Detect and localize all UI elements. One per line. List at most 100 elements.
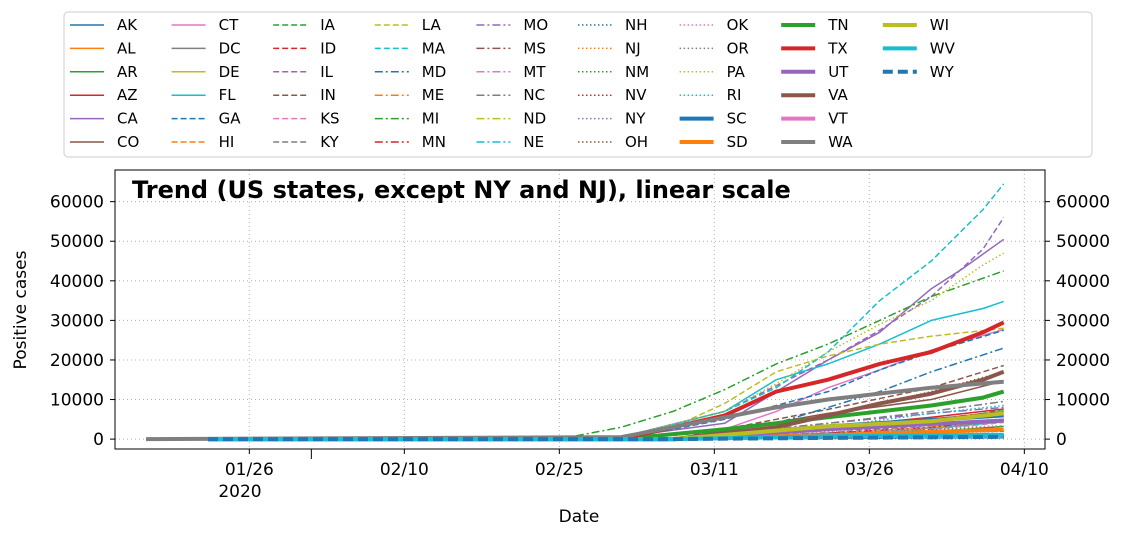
legend-entry-ct: CT: [171, 16, 239, 34]
legend-entry-sd: SD: [679, 133, 748, 151]
legend-label: CO: [117, 133, 139, 151]
y-tick-label-right: 0: [1056, 430, 1067, 450]
legend-label: SD: [727, 133, 748, 151]
y-tick-label: 40000: [50, 272, 104, 292]
legend-label: ME: [422, 86, 444, 104]
legend-entry-nh: NH: [578, 16, 648, 34]
legend-entry-ri: RI: [679, 86, 742, 104]
legend-label: RI: [727, 86, 742, 104]
x-tick-label: 02/25: [535, 460, 584, 480]
legend-entry-tn: TN: [781, 16, 849, 34]
legend-label: MI: [422, 110, 439, 128]
legend-label: SC: [727, 110, 747, 128]
x-axis-year-label: 2020: [218, 482, 261, 502]
series-group: [145, 183, 1005, 442]
legend-entry-dc: DC: [171, 39, 241, 57]
legend-label: VA: [828, 86, 848, 104]
legend-label: NY: [625, 110, 646, 128]
legend-entry-ky: KY: [273, 133, 340, 151]
y-tick-label: 30000: [50, 311, 104, 331]
legend-label: IL: [320, 63, 333, 81]
y-tick-label: 10000: [50, 391, 104, 411]
legend-entry-ok: OK: [679, 16, 749, 34]
legend-label: CA: [117, 110, 138, 128]
legend-entry-mo: MO: [476, 16, 548, 34]
chart-title: Trend (US states, except NY and NJ), lin…: [132, 176, 791, 204]
legend-label: DE: [219, 63, 240, 81]
legend-label: TN: [827, 16, 848, 34]
series-line-il: [207, 217, 1005, 440]
legend-entry-az: AZ: [70, 86, 138, 104]
legend-entry-la: LA: [374, 16, 442, 34]
legend-label: DC: [219, 39, 241, 57]
legend-entry-oh: OH: [578, 133, 648, 151]
y-axis-right: 0 10000 20000 30000 40000 50000 60000: [1045, 193, 1110, 450]
y-axis-title: Positive cases: [11, 250, 31, 369]
x-tick-label: 02/10: [380, 460, 429, 480]
legend-label: KY: [320, 133, 339, 151]
legend-entry-ca: CA: [70, 110, 138, 128]
y-axis-left: 0 10000 20000 30000 40000 50000 60000: [50, 193, 115, 450]
x-tick-label: 01/26: [225, 460, 274, 480]
legend-entry-vt: VT: [781, 110, 848, 128]
legend-label: AR: [117, 63, 138, 81]
legend-entry-ks: KS: [273, 110, 340, 128]
x-tick-label: 04/10: [1000, 460, 1049, 480]
legend-entry-ne: NE: [476, 133, 544, 151]
legend-label: AK: [117, 16, 138, 34]
y-tick-label: 60000: [50, 193, 104, 213]
legend-label: UT: [828, 63, 849, 81]
y-tick-label: 0: [93, 430, 104, 450]
legend-label: ID: [320, 39, 336, 57]
legend-entry-mn: MN: [374, 133, 446, 151]
legend-entry-ak: AK: [70, 16, 138, 34]
legend-entry-ms: MS: [476, 39, 546, 57]
legend-label: WI: [930, 16, 949, 34]
legend-entry-nj: NJ: [578, 39, 641, 57]
legend-label: OR: [727, 39, 749, 57]
legend-label: MA: [422, 39, 446, 57]
legend-entry-tx: TX: [781, 39, 848, 57]
legend-label: KS: [320, 110, 339, 128]
legend-entry-nv: NV: [578, 86, 647, 104]
x-tick-label: 03/11: [690, 460, 739, 480]
y-tick-label-right: 30000: [1056, 311, 1110, 331]
legend-entry-me: ME: [374, 86, 444, 104]
legend-label: NE: [523, 133, 544, 151]
legend-entry-md: MD: [374, 63, 446, 81]
legend-label: HI: [219, 133, 235, 151]
legend-entry-al: AL: [70, 39, 136, 57]
legend-entry-nc: NC: [476, 86, 545, 104]
legend-label: OH: [625, 133, 648, 151]
legend-entry-va: VA: [781, 86, 849, 104]
series-line-ma: [207, 183, 1005, 440]
legend-label: PA: [727, 63, 746, 81]
legend-entry-pa: PA: [679, 63, 746, 81]
legend-entry-nd: ND: [476, 110, 546, 128]
legend-entry-in: IN: [273, 86, 336, 104]
legend-label: NV: [625, 86, 647, 104]
legend-entry-ny: NY: [578, 110, 646, 128]
plot-frame: [114, 169, 1046, 450]
y-tick-label: 20000: [50, 351, 104, 371]
legend-entry-de: DE: [171, 63, 240, 81]
legend-label: MN: [422, 133, 446, 151]
legend-label: CT: [219, 16, 239, 34]
legend-label: FL: [219, 86, 237, 104]
legend-label: WV: [930, 39, 956, 57]
legend-label: VT: [828, 110, 848, 128]
y-tick-label-right: 40000: [1056, 272, 1110, 292]
legend-entry-ma: MA: [374, 39, 446, 57]
legend-entry-or: OR: [679, 39, 749, 57]
legend-entry-nm: NM: [578, 63, 649, 81]
legend-label: LA: [422, 16, 442, 34]
y-tick-label-right: 50000: [1056, 232, 1110, 252]
legend-entry-mi: MI: [374, 110, 439, 128]
legend-label: GA: [219, 110, 242, 128]
legend-entry-il: IL: [273, 63, 334, 81]
series-line-wy: [208, 434, 1004, 442]
x-tick-label: 03/26: [845, 460, 894, 480]
